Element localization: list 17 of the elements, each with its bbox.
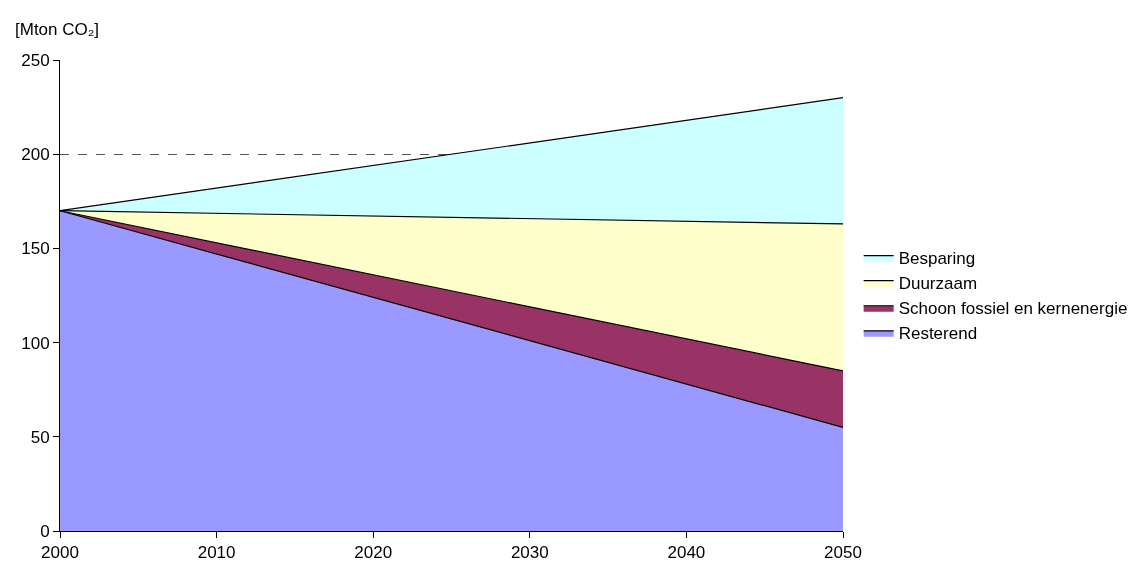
legend-label: Duurzaam (898, 274, 978, 294)
x-tick-label: 2020 (354, 543, 393, 563)
y-tick-label: 200 (21, 145, 50, 165)
legend-label: Schoon fossiel en kernenergie (898, 299, 1128, 319)
x-tick-label: 2050 (824, 543, 862, 563)
y-tick-label: 50 (30, 427, 50, 447)
x-tick-label: 2030 (510, 543, 549, 563)
y-tick-label: 250 (21, 50, 50, 70)
y-tick-label: 150 (21, 239, 50, 259)
legend-label: Besparing (898, 249, 976, 269)
x-tick-label: 2010 (197, 543, 236, 563)
x-tick-label: 2040 (667, 543, 706, 563)
y-tick-label: 100 (21, 333, 50, 353)
legend-label: Resterend (898, 324, 978, 344)
y-axis-title: [Mton CO₂] (15, 20, 100, 39)
y-tick-label: 0 (40, 521, 50, 541)
x-tick-label: 2000 (41, 543, 79, 563)
